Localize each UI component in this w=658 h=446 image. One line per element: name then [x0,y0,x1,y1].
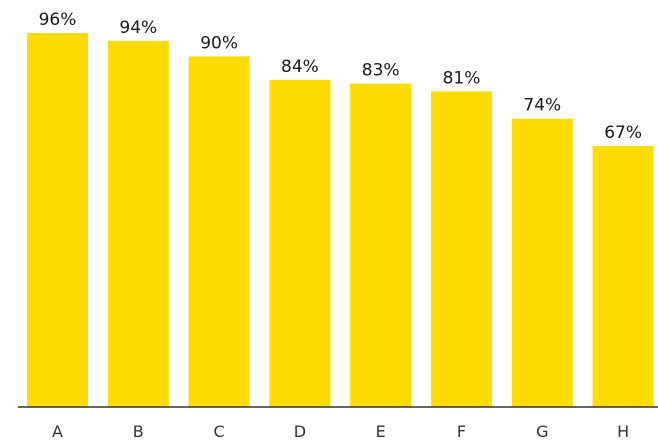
x-tick-label-d: D [294,422,306,441]
data-labels-group: 96% 94% 90% 84% 83% 81% 74% 67% [39,10,642,143]
x-tick-label-e: E [376,422,386,441]
data-label-a: 96% [39,10,77,30]
x-tick-label-a: A [52,422,63,441]
bars-group [27,33,654,408]
x-tick-label-f: F [457,422,466,441]
data-label-f: 81% [443,68,481,88]
bar-e [350,83,412,407]
bar-d [269,79,331,408]
data-label-c: 90% [200,33,238,53]
x-tick-label-g: G [536,422,548,441]
data-label-e: 83% [362,61,400,81]
data-label-g: 74% [523,96,561,116]
bar-a [27,33,88,407]
x-tick-label-h: H [617,422,629,441]
bar-b [107,40,169,408]
data-label-d: 84% [281,57,319,77]
x-tick-labels-group: A B C D E F G H [52,422,629,441]
x-tick-label-b: B [133,422,144,441]
x-tick-label-c: C [214,422,225,441]
bar-g [511,118,573,407]
bar-c [188,56,250,408]
bar-f [431,91,492,408]
data-label-h: 67% [604,123,642,143]
data-label-b: 94% [119,18,157,38]
bar-h [592,146,654,407]
